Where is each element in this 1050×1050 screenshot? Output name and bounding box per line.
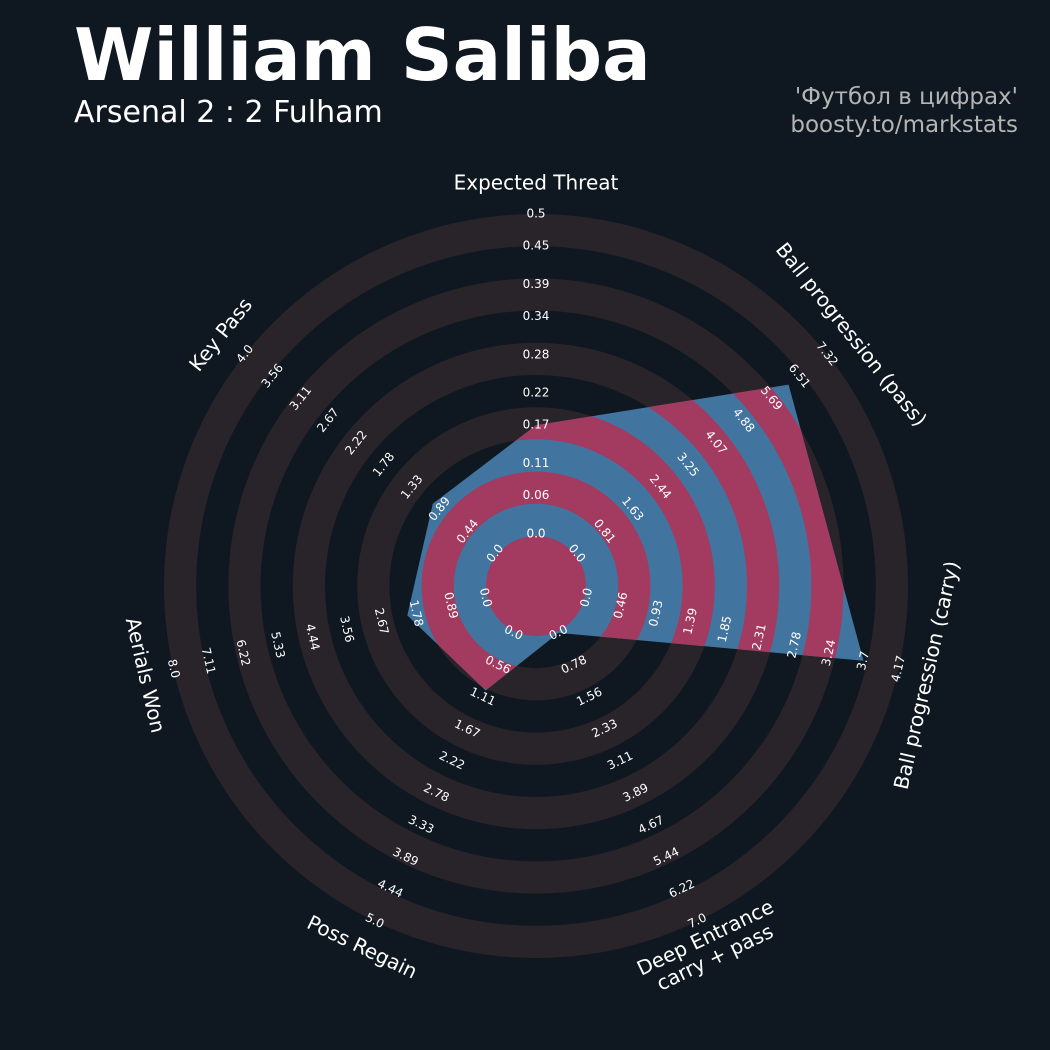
tick-label: 8.0 bbox=[165, 658, 183, 680]
tick-label: 1.78 bbox=[407, 599, 427, 628]
param-label: Expected Threat bbox=[454, 171, 619, 195]
tick-label: 4.44 bbox=[303, 622, 323, 651]
tick-label: 0.0 bbox=[526, 527, 545, 541]
chart-subtitle: Arsenal 2 : 2 Fulham bbox=[74, 95, 383, 130]
tick-label: 4.17 bbox=[888, 654, 908, 683]
tick-label: 0.5 bbox=[526, 207, 545, 221]
tick-label: 3.56 bbox=[337, 615, 357, 644]
tick-label: 3.7 bbox=[854, 650, 872, 672]
tick-label: 0.39 bbox=[523, 277, 550, 291]
center-highlight bbox=[486, 536, 586, 636]
tick-label: 2.67 bbox=[372, 607, 392, 636]
tick-label: 0.45 bbox=[523, 239, 550, 253]
tick-label: 6.22 bbox=[233, 638, 253, 667]
tick-label: 3.24 bbox=[819, 638, 839, 667]
tick-label: 0.46 bbox=[611, 591, 631, 620]
ring bbox=[164, 214, 908, 958]
tick-label: 0.0 bbox=[477, 587, 495, 609]
tick-label: 2.31 bbox=[749, 622, 769, 651]
tick-label: 0.06 bbox=[523, 488, 550, 502]
tick-label: 0.89 bbox=[441, 591, 461, 620]
tick-label: 0.28 bbox=[523, 347, 550, 361]
tick-label: 0.17 bbox=[523, 418, 550, 432]
tick-label: 0.0 bbox=[577, 587, 595, 609]
tick-label: 0.93 bbox=[646, 599, 666, 628]
ring-highlight bbox=[407, 384, 844, 691]
credit: boosty.to/markstats bbox=[790, 112, 1018, 138]
tick-label: 0.11 bbox=[523, 456, 550, 470]
tick-label: 2.78 bbox=[784, 630, 804, 659]
tick-label: 5.33 bbox=[268, 630, 288, 659]
chart-title: William Saliba bbox=[74, 13, 651, 97]
ring-highlight bbox=[407, 384, 780, 691]
tick-label: 7.11 bbox=[199, 646, 219, 675]
tick-label: 1.85 bbox=[715, 614, 735, 643]
tick-label: 0.34 bbox=[523, 309, 550, 323]
tick-label: 1.39 bbox=[680, 607, 700, 636]
credit: 'Футбол в цифрах' bbox=[795, 84, 1018, 110]
tick-label: 0.22 bbox=[523, 386, 550, 400]
